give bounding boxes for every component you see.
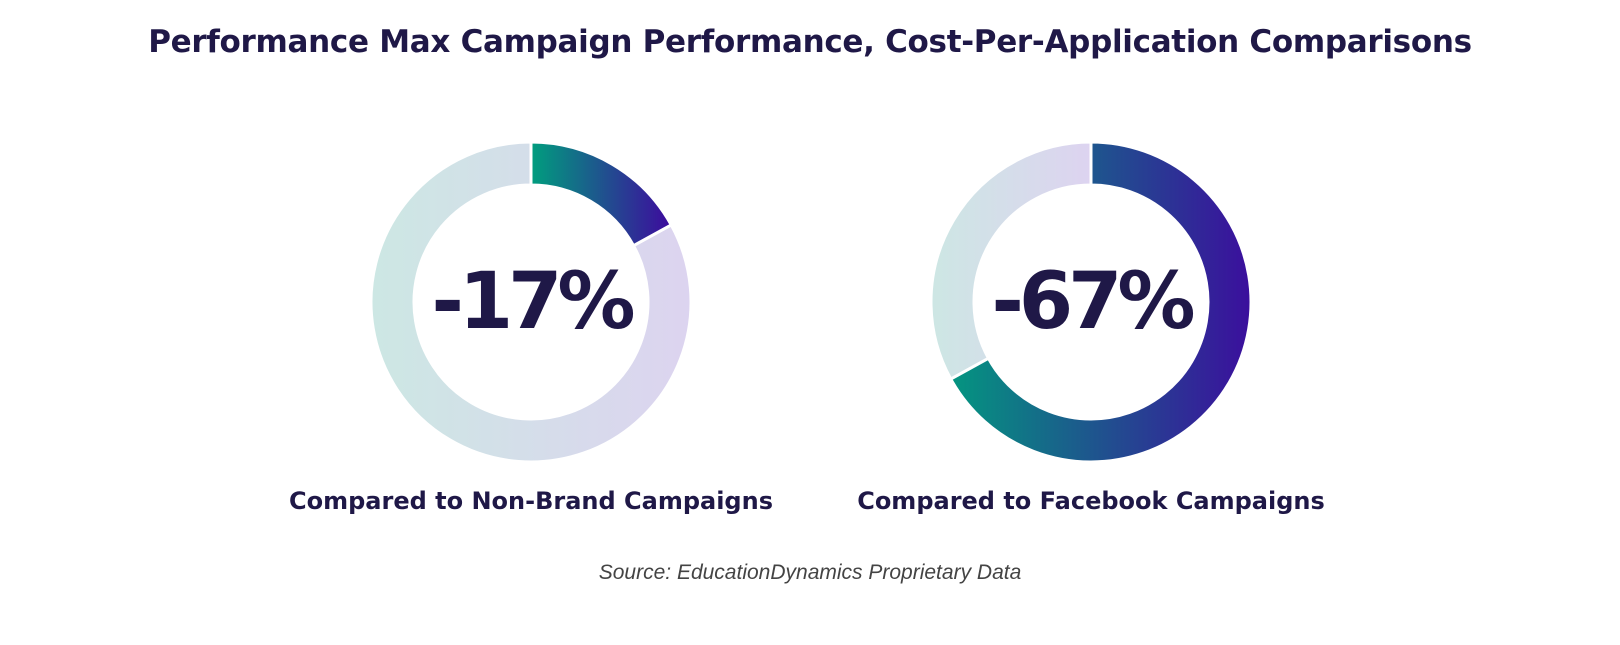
- donut-chart-non-brand: -17%: [361, 132, 701, 472]
- caption-non-brand: Compared to Non-Brand Campaigns: [289, 487, 773, 515]
- chart-title: Performance Max Campaign Performance, Co…: [148, 24, 1472, 60]
- donut-highlight-slice: [948, 140, 1253, 464]
- donut-remainder-slice: [929, 140, 1093, 382]
- percent-label-non-brand: -17%: [431, 257, 635, 347]
- percent-label-facebook: -67%: [991, 257, 1195, 347]
- donut-svg-facebook: [929, 140, 1253, 464]
- donut-highlight-slice: [529, 140, 674, 248]
- donut-remainder-slice: [369, 140, 693, 464]
- source-note: Source: EducationDynamics Proprietary Da…: [598, 561, 1022, 584]
- donut-chart-facebook: -67%: [921, 132, 1261, 472]
- caption-facebook: Compared to Facebook Campaigns: [857, 487, 1325, 515]
- donut-svg-non-brand: [369, 140, 693, 464]
